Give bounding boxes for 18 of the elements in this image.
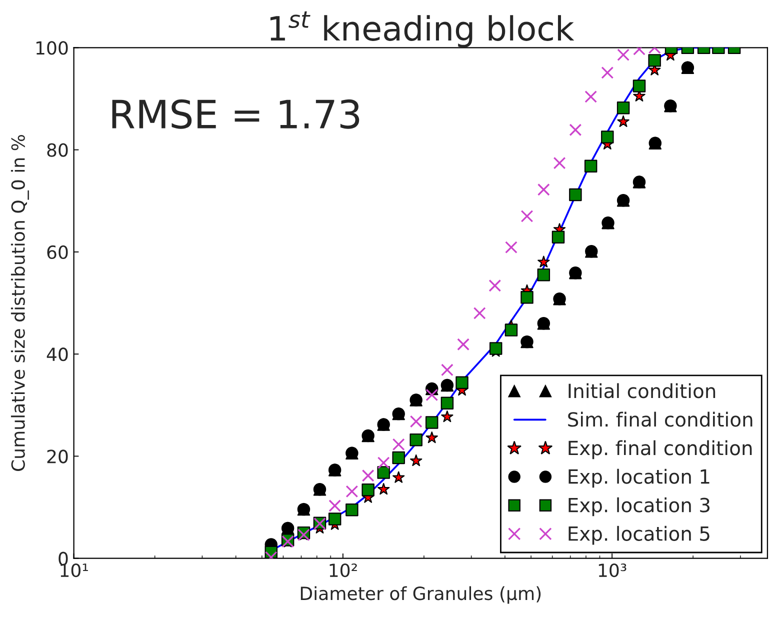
x-tick-label: 10² xyxy=(330,564,357,578)
x-tick-label: 10³ xyxy=(598,564,626,578)
x-axis-title: Diameter of Granules (μm) xyxy=(300,586,541,604)
y-tick-label: 100 xyxy=(36,41,68,55)
legend-label: Exp. location 3 xyxy=(568,497,710,516)
y-tick-label: 80 xyxy=(47,143,68,157)
y-tick-label: 20 xyxy=(47,450,68,464)
x-tick-label: 10¹ xyxy=(60,564,88,578)
legend-label: Initial condition xyxy=(568,383,716,398)
annotation: RMSE = 1.73 xyxy=(112,99,360,129)
legend-label: Exp. location 1 xyxy=(568,468,710,488)
y-tick-label: 60 xyxy=(47,245,68,260)
legend-label: Exp. location 5 xyxy=(568,526,710,545)
chart-title: 1$^{st}$ kneading block xyxy=(270,11,574,48)
legend-label: Exp. final condition xyxy=(568,440,752,460)
y-tick-label: 40 xyxy=(46,348,68,362)
legend-label: Sim. final condition xyxy=(568,412,752,427)
y-axis-title: Cumulative size distribution Q_0 in % xyxy=(10,134,29,471)
